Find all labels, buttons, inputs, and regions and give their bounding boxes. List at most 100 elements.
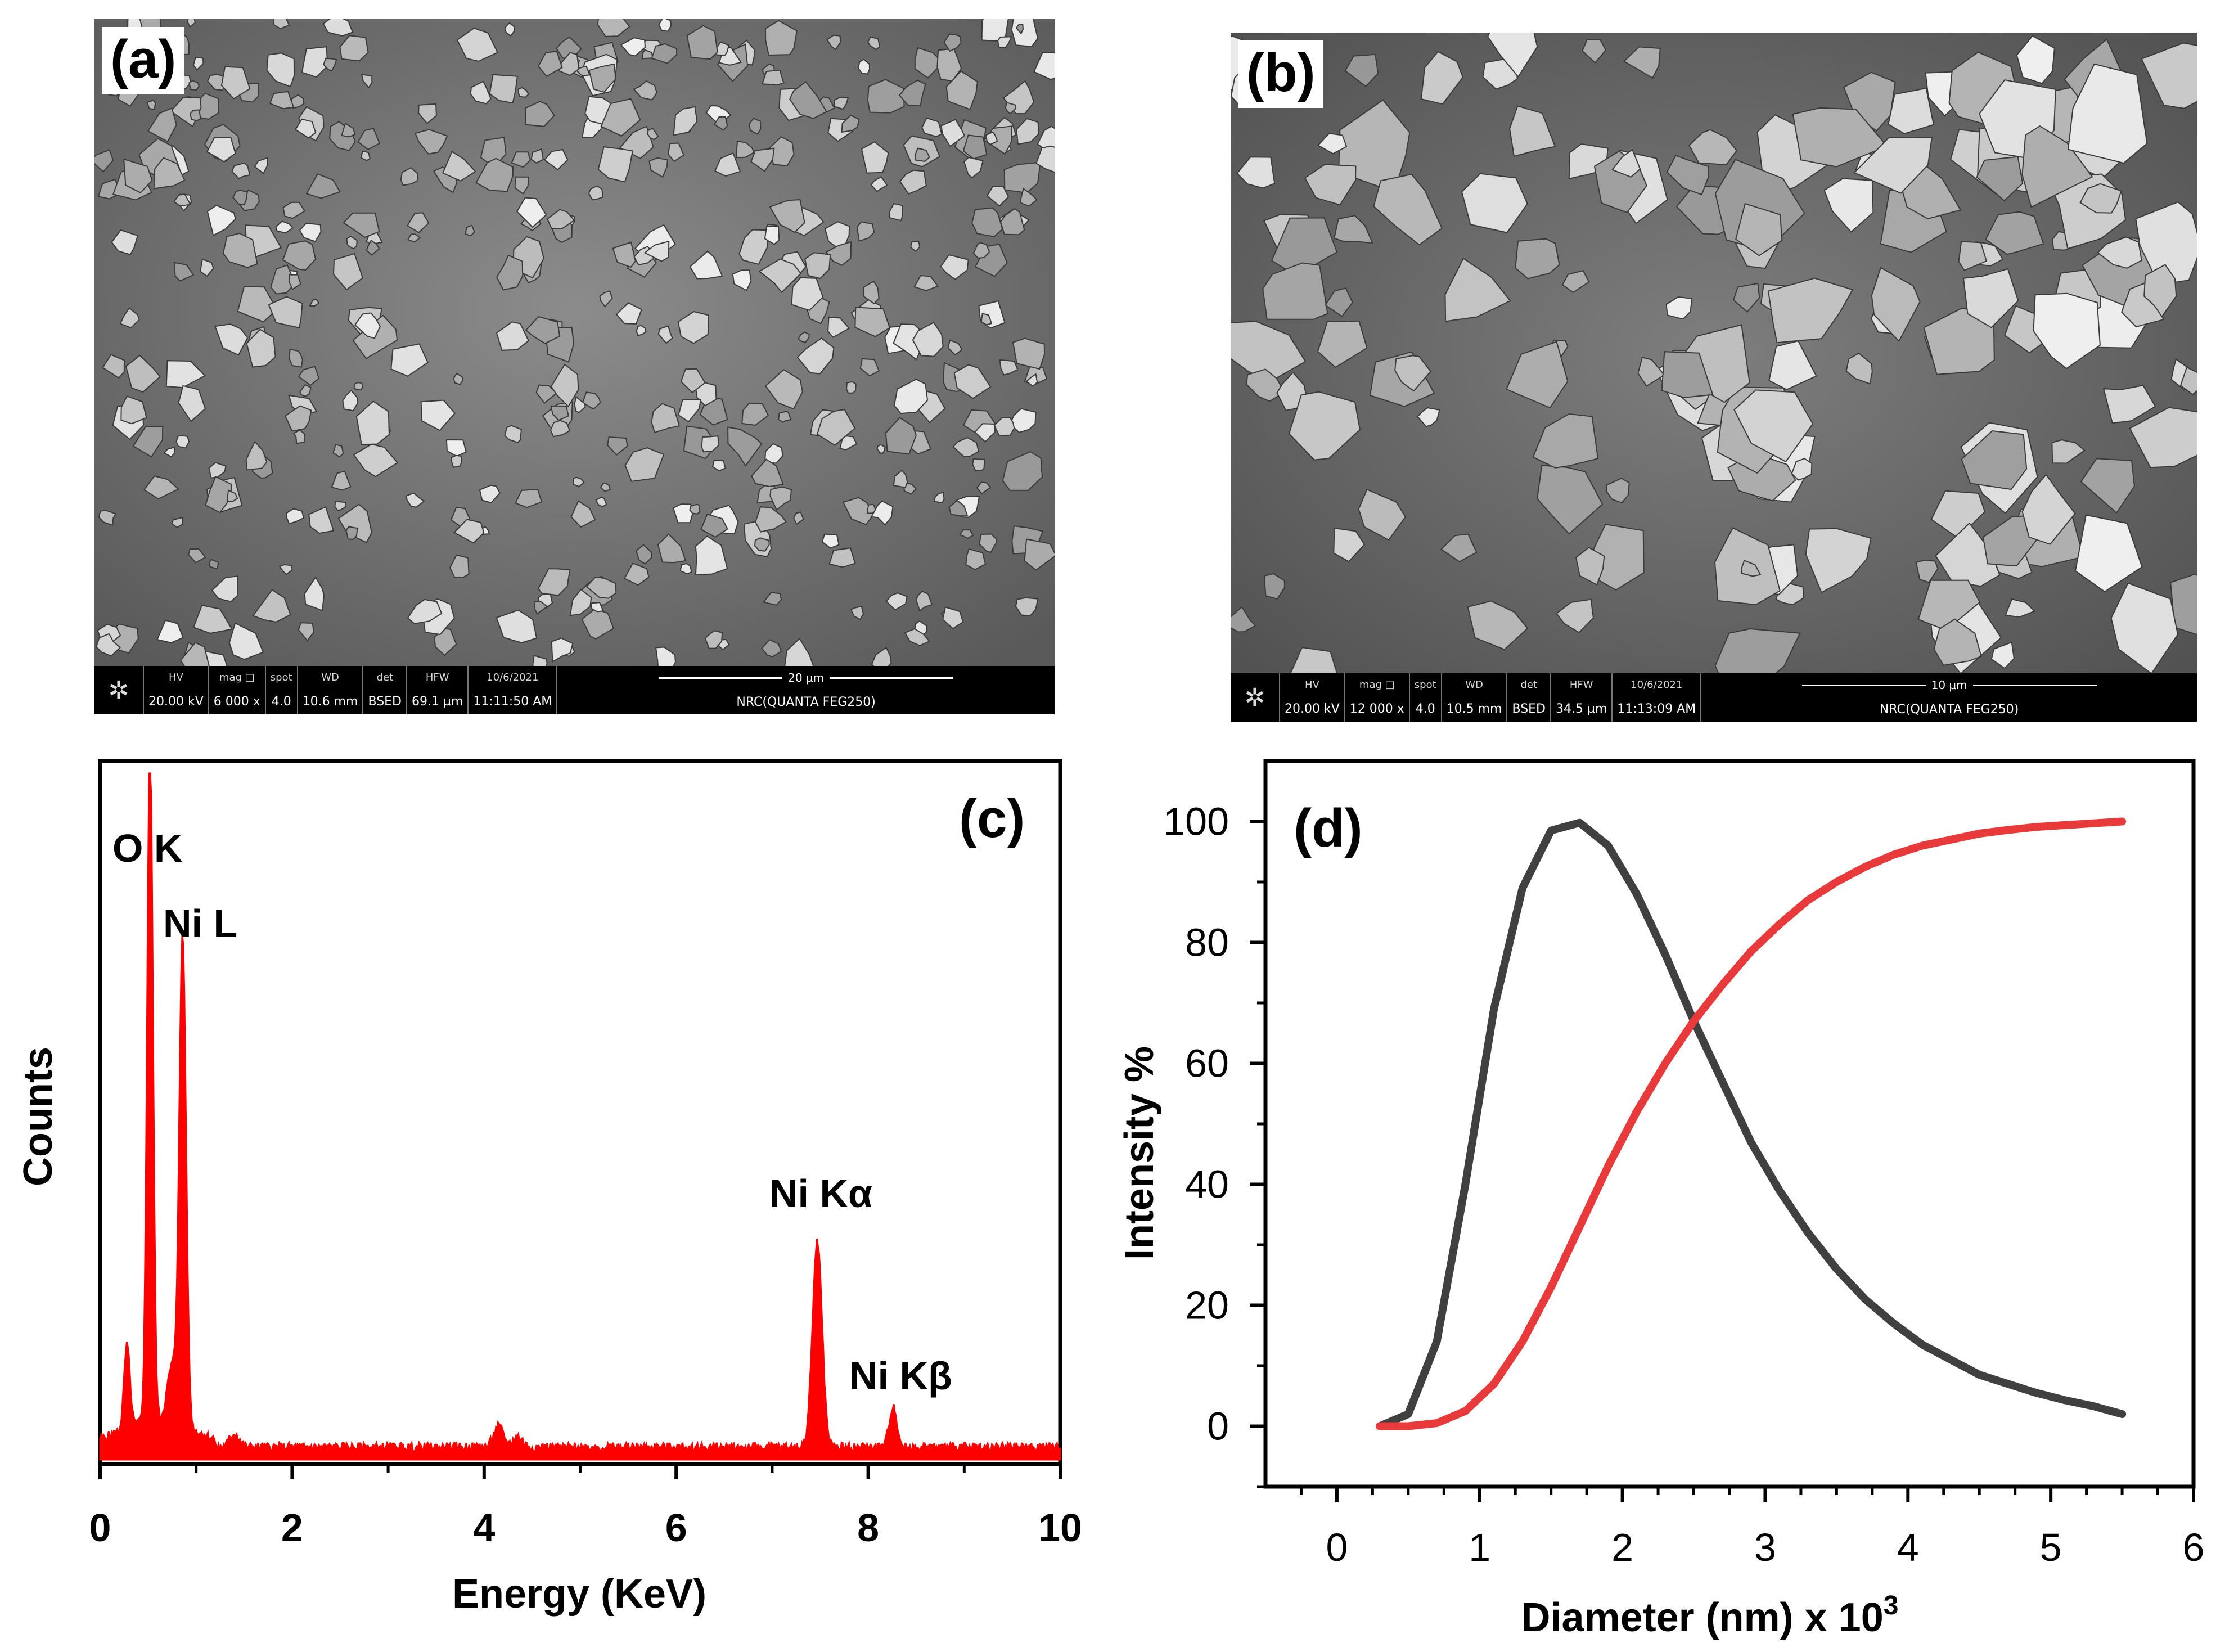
particle-flake bbox=[516, 197, 547, 228]
particle-flake bbox=[208, 462, 227, 479]
peak-label-ni-ka: Ni Kα bbox=[769, 1172, 872, 1216]
particle-flake bbox=[588, 63, 616, 93]
particle-flake bbox=[885, 417, 917, 455]
x-tick-label-c: 8 bbox=[857, 1506, 879, 1550]
particle-flake bbox=[2033, 292, 2101, 370]
particle-flake bbox=[904, 628, 930, 646]
particle-flake bbox=[357, 128, 380, 150]
particle-flake bbox=[1020, 187, 1038, 207]
x-tick-label-d: 2 bbox=[1611, 1525, 1633, 1569]
x-tick-label-c: 10 bbox=[1038, 1506, 1082, 1550]
particle-flake bbox=[1871, 267, 1921, 343]
wd-label: WD bbox=[1465, 679, 1483, 691]
particle-flake bbox=[550, 363, 579, 408]
particle-flake bbox=[657, 533, 687, 564]
particle-flake bbox=[615, 302, 642, 325]
particle-flake bbox=[156, 619, 184, 643]
particle-flake bbox=[597, 19, 630, 37]
particle-flake bbox=[1358, 488, 1407, 541]
particle-flake bbox=[999, 359, 1019, 376]
particle-flake bbox=[1317, 133, 1348, 155]
particle-flake bbox=[679, 562, 692, 575]
x-tick-label-d: 5 bbox=[2040, 1525, 2062, 1569]
particle-flake bbox=[959, 529, 974, 539]
particle-flake bbox=[867, 503, 877, 514]
sem-texture-a bbox=[94, 19, 1055, 681]
particle-flake bbox=[1416, 407, 1440, 427]
particle-flake bbox=[1506, 341, 1569, 409]
particle-flake bbox=[672, 503, 693, 524]
particle-flake bbox=[228, 622, 264, 660]
particle-flake bbox=[839, 435, 858, 451]
particle-flake bbox=[102, 354, 125, 379]
particle-flake bbox=[308, 506, 335, 534]
particle-flake bbox=[834, 96, 849, 110]
particle-flake bbox=[269, 91, 295, 110]
particle-flake bbox=[206, 137, 236, 163]
particle-flake bbox=[143, 475, 179, 500]
particle-flake bbox=[2068, 63, 2148, 164]
particle-flake bbox=[301, 46, 328, 78]
particle-flake bbox=[111, 229, 139, 255]
particle-flake bbox=[1990, 641, 2015, 669]
particle-flake bbox=[1582, 39, 1607, 64]
particle-flake bbox=[867, 79, 905, 114]
particle-flake bbox=[266, 52, 295, 88]
particle-flake bbox=[680, 368, 706, 394]
y-tick-label-d: 60 bbox=[1185, 1042, 1229, 1086]
particle-flake bbox=[755, 506, 787, 533]
y-tick-label-d: 20 bbox=[1185, 1284, 1229, 1327]
particle-flake bbox=[962, 134, 988, 160]
particle-flake bbox=[353, 443, 399, 478]
particle-flake bbox=[940, 254, 969, 280]
sem-image-a: (a) ✲ HV 20.00 kV mag □ 6 000 x spot 4.0 WD… bbox=[94, 19, 1055, 714]
cumulative-curve bbox=[1376, 817, 2127, 1430]
particle-flake bbox=[1444, 258, 1511, 322]
particle-flake bbox=[94, 149, 114, 173]
panel-label-a: (a) bbox=[102, 27, 184, 94]
particle-flake bbox=[2079, 183, 2122, 214]
particle-flake bbox=[188, 548, 206, 564]
particle-flake bbox=[1985, 211, 2044, 255]
particle-flake bbox=[952, 436, 980, 458]
hv-label: HV bbox=[168, 672, 183, 683]
particle-flake bbox=[1373, 173, 1443, 246]
particle-flake bbox=[1025, 373, 1038, 387]
particle-flake bbox=[893, 469, 908, 488]
particle-flake bbox=[353, 381, 363, 391]
x-axis-title-d: Diameter (nm) x 103 bbox=[1521, 1591, 1899, 1640]
particle-flake bbox=[153, 157, 186, 190]
particle-flake bbox=[732, 269, 752, 291]
panel-label-c: (c) bbox=[959, 789, 1025, 849]
particle-flake bbox=[1688, 129, 1737, 165]
particle-flake bbox=[525, 316, 561, 344]
particle-flake bbox=[893, 379, 929, 415]
hfw-label: HFW bbox=[1569, 679, 1593, 691]
spot-value: 4.0 bbox=[1415, 702, 1435, 716]
particle-flake bbox=[858, 58, 871, 75]
particle-flake bbox=[1333, 527, 1366, 562]
particle-flake bbox=[636, 325, 647, 336]
particle-flake bbox=[286, 508, 305, 525]
particle-flake bbox=[943, 33, 962, 52]
time-value: 11:13:09 AM bbox=[1617, 702, 1696, 716]
particle-flake bbox=[222, 232, 258, 268]
edx-spectrum-line bbox=[99, 772, 1061, 1461]
particle-flake bbox=[173, 262, 195, 282]
particle-flake bbox=[514, 176, 529, 195]
panel-a: (a) ✲ HV 20.00 kV mag □ 6 000 x spot 4.0 WD… bbox=[94, 19, 1055, 714]
particle-flake bbox=[1317, 320, 1368, 368]
particle-flake bbox=[976, 481, 992, 495]
particle-flake bbox=[1487, 33, 1538, 78]
particle-flake bbox=[1420, 51, 1463, 105]
particle-flake bbox=[355, 400, 390, 445]
particle-flake bbox=[1933, 618, 1982, 666]
particle-flake bbox=[600, 98, 641, 137]
x-axis-title-d-sup: 3 bbox=[1884, 1591, 1899, 1621]
particle-flake bbox=[534, 601, 548, 615]
particle-flake bbox=[574, 396, 586, 413]
particle-flake bbox=[915, 591, 933, 612]
particle-flake bbox=[282, 201, 306, 219]
particle-flake bbox=[791, 277, 824, 311]
particle-flake bbox=[400, 167, 418, 186]
